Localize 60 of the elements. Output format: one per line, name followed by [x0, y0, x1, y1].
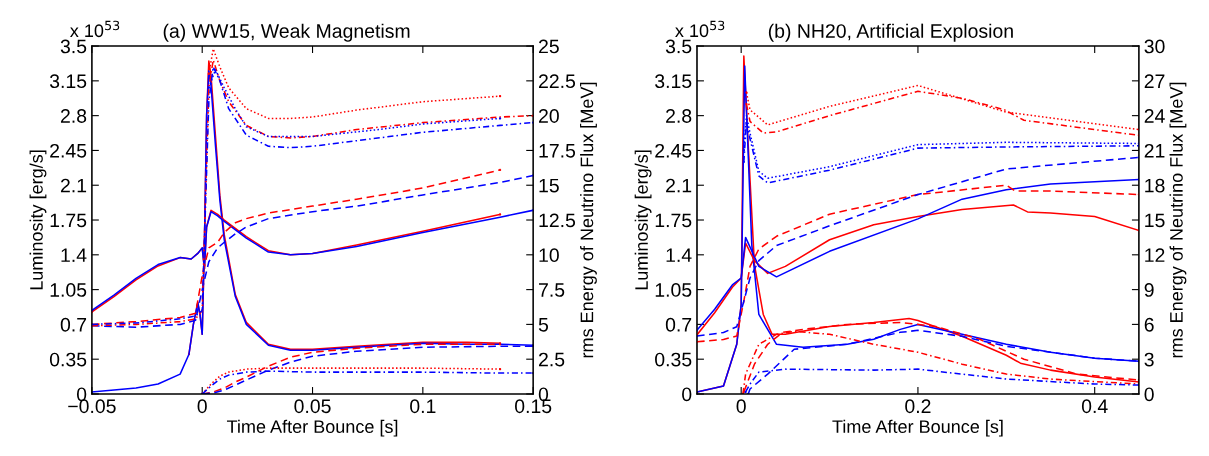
- y2-tick-label: 25: [539, 39, 559, 54]
- y-tick-label: 0.35: [655, 352, 692, 367]
- chart-title: (a) WW15, Weak Magnetism: [163, 23, 410, 42]
- y-tick-label: 0.7: [60, 317, 87, 332]
- y2-axis-title: rms Energy of Neutrino Flux [MeV]: [580, 82, 597, 358]
- y-tick-label: 2.1: [60, 178, 87, 193]
- x-tick-label: 0: [197, 399, 207, 414]
- y2-tick-label: 9: [1144, 283, 1154, 297]
- y2-axis-title: rms Energy of Neutrino Flux [MeV]: [1169, 82, 1187, 358]
- y2-tick-label: 2.5: [539, 352, 565, 367]
- y-tick-label: 3.15: [49, 74, 87, 89]
- y2-tick-label: 10: [539, 248, 559, 263]
- x-tick-label: 0.1: [410, 399, 436, 414]
- y2-tick-label: 17.5: [539, 144, 576, 158]
- y-tick-label: 1.75: [50, 213, 87, 228]
- y2-tick-label: 15: [539, 178, 559, 193]
- y-tick-label: 3.15: [655, 74, 692, 89]
- x-tick-label: 0.05: [294, 399, 331, 414]
- y2-tick-label: 0: [1144, 387, 1154, 402]
- y-tick-label: 2.8: [60, 109, 87, 123]
- y2-tick-label: 6: [1144, 317, 1154, 332]
- y-axis-title: Luminosity [erg/s]: [29, 150, 47, 290]
- y2-tick-label: 22.5: [539, 74, 576, 89]
- y2-tick-label: 15: [1145, 213, 1165, 228]
- text: x 10$^{53}$: [675, 20, 725, 38]
- y-tick-label: 1.05: [655, 283, 692, 297]
- y2-tick-label: 30: [1144, 39, 1165, 54]
- y2-tick-label: 21: [1144, 143, 1165, 158]
- y-tick-label: 0: [76, 387, 87, 402]
- y-tick-label: 0.35: [49, 352, 87, 367]
- y2-tick-label: 18: [1145, 178, 1165, 193]
- chart-title: (b) NH20, Artificial Explosion: [768, 23, 1013, 42]
- y2-tick-label: 7.5: [539, 283, 565, 297]
- x-axis-title: Time After Bounce [s]: [832, 419, 1003, 437]
- y-tick-label: 2.45: [655, 143, 692, 158]
- y-tick-label: 2.45: [50, 143, 87, 158]
- y-tick-label: 2.8: [666, 109, 692, 123]
- y-tick-label: 1.05: [50, 283, 87, 297]
- y2-tick-label: 12.5: [539, 213, 576, 228]
- y2-tick-label: 20: [539, 109, 559, 123]
- text: x 10$^{53}$: [70, 20, 120, 38]
- x-axis-title: Time After Bounce [s]: [226, 419, 398, 437]
- x-tick-label: 0: [736, 399, 746, 414]
- y-axis-title: Luminosity [erg/s]: [634, 150, 652, 290]
- y-tick-label: 0.7: [665, 317, 692, 332]
- y2-tick-label: 27: [1144, 74, 1165, 88]
- y2-tick-label: 12: [1145, 248, 1165, 262]
- x-tick-label: 0.2: [905, 399, 931, 414]
- y-tick-label: 0: [682, 387, 692, 402]
- y-tick-label: 1.4: [666, 248, 692, 262]
- x-tick-label: 0.4: [1081, 399, 1108, 414]
- y-tick-label: 3.5: [665, 39, 692, 54]
- y-tick-label: 2.1: [666, 178, 692, 193]
- y2-tick-label: 24: [1144, 109, 1165, 123]
- y2-tick-label: 5: [538, 318, 549, 332]
- x-tick-label: −0.05: [68, 399, 116, 414]
- y2-tick-label: 3: [1144, 352, 1154, 367]
- y-tick-label: 3.5: [60, 39, 87, 54]
- y-tick-label: 1.75: [655, 213, 692, 228]
- y-tick-label: 1.4: [61, 248, 87, 262]
